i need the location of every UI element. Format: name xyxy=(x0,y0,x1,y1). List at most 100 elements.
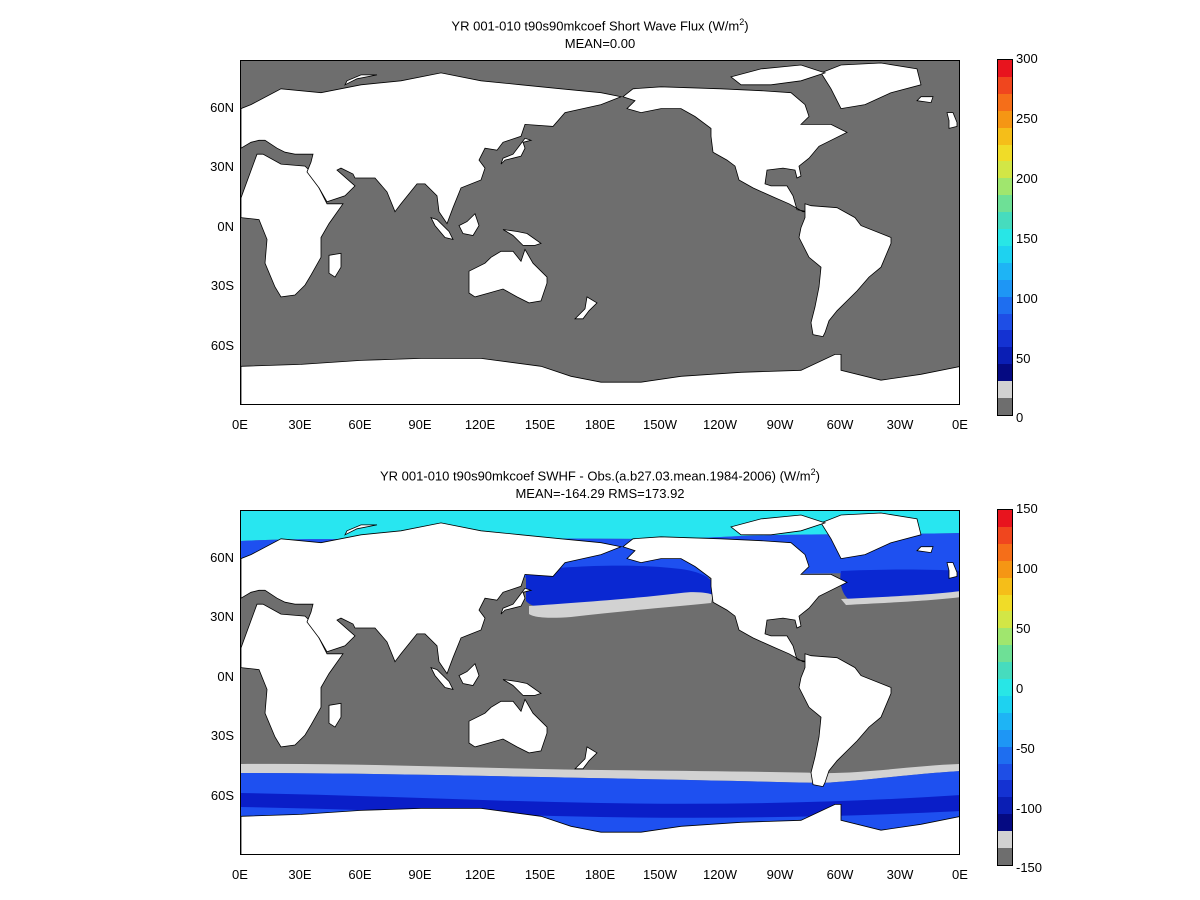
land-uk xyxy=(946,562,958,579)
longitude-label: 90W xyxy=(766,417,794,432)
colorbar-segment xyxy=(998,611,1012,629)
colorbar-segment xyxy=(998,262,1012,281)
top-map-title: YR 001-010 t90s90mkcoef Short Wave Flux … xyxy=(451,17,749,34)
colorbar-label: 150 xyxy=(1016,501,1038,516)
colorbar-segment xyxy=(998,560,1012,579)
land-arctic-islands xyxy=(730,514,827,536)
colorbar-label: 250 xyxy=(1016,111,1038,126)
bottom-map-svg xyxy=(241,511,959,854)
top-colorbar xyxy=(997,59,1013,416)
land-sumatra xyxy=(430,216,454,240)
top-map-svg xyxy=(241,61,959,404)
land-south-america xyxy=(798,203,892,338)
latitude-label: 30S xyxy=(210,278,234,294)
colorbar-segment xyxy=(998,330,1012,348)
longitude-label: 60W xyxy=(826,867,854,882)
colorbar-label: 100 xyxy=(1016,561,1038,576)
colorbar-segment xyxy=(998,76,1012,95)
bottom-map-title: YR 001-010 t90s90mkcoef SWHF - Obs.(a.b2… xyxy=(380,467,820,484)
land-svalbard-novaya xyxy=(344,524,378,536)
longitude-label: 30E xyxy=(288,867,312,882)
colorbar-segment xyxy=(998,313,1012,331)
colorbar-segment xyxy=(998,279,1012,298)
land-iceland xyxy=(916,546,934,554)
longitude-label: 150E xyxy=(524,867,556,882)
longitude-label: 120W xyxy=(703,417,737,432)
colorbar-segment xyxy=(998,93,1012,112)
longitude-label: 150E xyxy=(524,417,556,432)
colorbar-segment xyxy=(998,814,1012,832)
land-greenland xyxy=(820,512,922,560)
longitude-label: 0E xyxy=(232,417,248,432)
land-madagascar xyxy=(328,252,342,278)
colorbar-segment xyxy=(998,195,1012,213)
colorbar-segment xyxy=(998,381,1012,399)
colorbar-segment xyxy=(998,245,1012,264)
land-borneo xyxy=(458,662,480,686)
colorbar-segment xyxy=(998,212,1012,230)
land-uk xyxy=(946,112,958,129)
longitude-label: 60E xyxy=(348,417,372,432)
longitude-label: 150W xyxy=(643,867,677,882)
bottom-map-panel: YR 001-010 t90s90mkcoef SWHF - Obs.(a.b2… xyxy=(0,450,1200,900)
longitude-label: 180E xyxy=(584,417,616,432)
latitude-label: 30S xyxy=(210,728,234,744)
longitude-label: 0E xyxy=(952,417,968,432)
longitude-label: 60E xyxy=(348,867,372,882)
latitude-label: 30N xyxy=(210,609,234,625)
colorbar-segment xyxy=(998,178,1012,196)
colorbar-label: 50 xyxy=(1016,351,1031,366)
bottom-map-subtitle: MEAN=-164.29 RMS=173.92 xyxy=(515,486,685,501)
colorbar-segment xyxy=(998,110,1012,129)
top-map-plot xyxy=(240,60,960,405)
colorbar-label: -100 xyxy=(1016,801,1043,816)
colorbar-segment xyxy=(998,645,1012,663)
colorbar-segment xyxy=(998,797,1012,815)
colorbar-label: 100 xyxy=(1016,291,1038,306)
colorbar-segment xyxy=(998,831,1012,849)
land-north-america xyxy=(622,86,848,213)
colorbar-segment xyxy=(998,679,1012,697)
colorbar-segment xyxy=(998,510,1012,528)
longitude-label: 120W xyxy=(703,867,737,882)
latitude-label: 0N xyxy=(217,218,234,234)
colorbar-segment xyxy=(998,848,1012,866)
latitude-label: 0N xyxy=(217,668,234,684)
colorbar-label: 50 xyxy=(1016,621,1031,636)
land-madagascar xyxy=(328,702,342,728)
colorbar-segment xyxy=(998,543,1012,562)
land-new-guinea xyxy=(502,229,542,246)
colorbar-label: 300 xyxy=(1016,51,1038,66)
latitude-label: 60S xyxy=(210,787,234,803)
land-antarctica xyxy=(241,804,959,854)
longitude-label: 180E xyxy=(584,867,616,882)
colorbar-segment xyxy=(998,526,1012,545)
longitude-label: 30E xyxy=(288,417,312,432)
land-svalbard-novaya xyxy=(344,74,378,86)
colorbar-label: -150 xyxy=(1016,860,1043,875)
colorbar-segment xyxy=(998,577,1012,595)
longitude-label: 0E xyxy=(232,867,248,882)
colorbar-segment xyxy=(998,60,1012,78)
land-japan xyxy=(500,137,533,165)
land-arctic-islands xyxy=(730,64,827,86)
latitude-label: 60S xyxy=(210,337,234,353)
land-africa xyxy=(241,603,344,748)
colorbar-label: 150 xyxy=(1016,231,1038,246)
colorbar-segment xyxy=(998,144,1012,162)
colorbar-segment xyxy=(998,364,1012,382)
latitude-label: 30N xyxy=(210,159,234,175)
top-map-panel: YR 001-010 t90s90mkcoef Short Wave Flux … xyxy=(210,17,1038,432)
longitude-label: 120E xyxy=(464,417,496,432)
land-new-zealand xyxy=(574,296,598,320)
land-antarctica xyxy=(241,354,959,404)
colorbar-segment xyxy=(998,763,1012,781)
top-map-subtitle: MEAN=0.00 xyxy=(564,36,636,51)
colorbar-label: 0 xyxy=(1016,681,1024,696)
colorbar-segment xyxy=(998,229,1012,247)
land-south-america xyxy=(798,653,892,788)
colorbar-segment xyxy=(998,712,1012,731)
land-eurasia xyxy=(241,522,623,675)
land-borneo xyxy=(458,212,480,236)
colorbar-segment xyxy=(998,398,1012,416)
